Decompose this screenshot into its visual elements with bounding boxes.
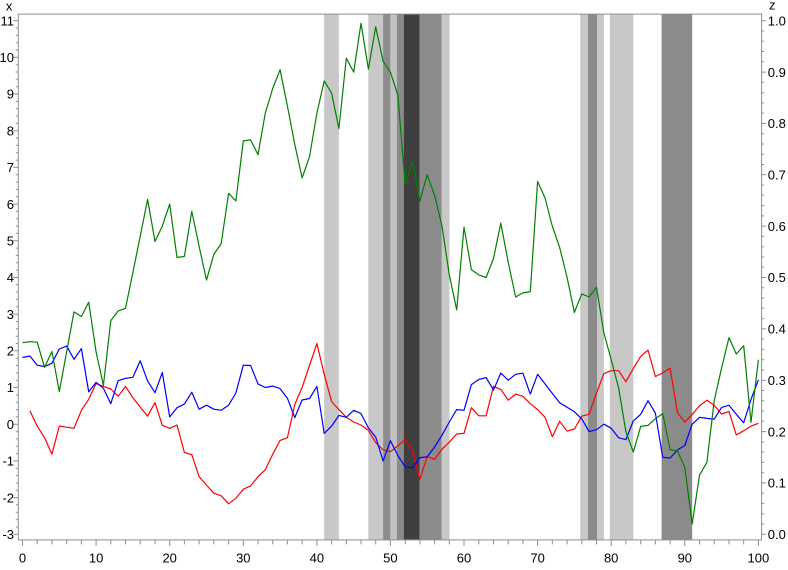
svg-text:11: 11: [1, 13, 15, 28]
svg-text:20: 20: [162, 550, 176, 565]
svg-text:z: z: [769, 0, 776, 13]
svg-text:10: 10: [0, 50, 14, 65]
svg-text:3: 3: [7, 307, 14, 322]
svg-text:-1: -1: [2, 454, 14, 469]
svg-text:10: 10: [89, 550, 103, 565]
svg-text:0.0: 0.0: [768, 527, 786, 542]
svg-text:8: 8: [7, 123, 14, 138]
svg-text:0.4: 0.4: [768, 322, 786, 337]
svg-text:0.1: 0.1: [768, 476, 786, 491]
svg-text:0.6: 0.6: [768, 219, 786, 234]
svg-text:1: 1: [7, 380, 14, 395]
svg-text:40: 40: [310, 550, 324, 565]
svg-text:0.2: 0.2: [768, 424, 786, 439]
svg-text:7: 7: [7, 160, 14, 175]
svg-text:9: 9: [7, 87, 14, 102]
svg-text:0.9: 0.9: [768, 65, 786, 80]
svg-text:-3: -3: [2, 527, 14, 542]
svg-text:0.8: 0.8: [768, 116, 786, 131]
svg-text:30: 30: [236, 550, 250, 565]
svg-text:6: 6: [7, 197, 14, 212]
svg-text:0.7: 0.7: [768, 168, 786, 183]
svg-text:4: 4: [7, 270, 14, 285]
svg-text:-2: -2: [2, 490, 14, 505]
svg-text:50: 50: [383, 550, 397, 565]
svg-text:0.5: 0.5: [768, 270, 786, 285]
svg-text:0: 0: [19, 550, 26, 565]
svg-text:100: 100: [748, 550, 770, 565]
svg-text:2: 2: [7, 344, 14, 359]
svg-text:70: 70: [530, 550, 544, 565]
svg-text:0: 0: [7, 417, 14, 432]
svg-text:x: x: [6, 0, 13, 14]
svg-text:1.0: 1.0: [768, 13, 786, 28]
svg-text:60: 60: [457, 550, 471, 565]
svg-text:5: 5: [7, 234, 14, 249]
svg-text:80: 80: [604, 550, 618, 565]
svg-text:0.3: 0.3: [768, 373, 786, 388]
svg-text:90: 90: [678, 550, 692, 565]
